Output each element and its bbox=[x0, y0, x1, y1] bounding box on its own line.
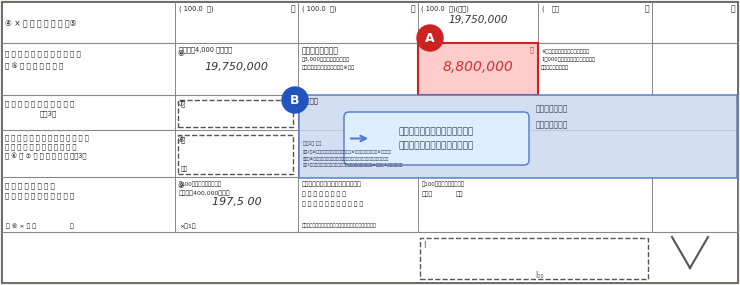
FancyBboxPatch shape bbox=[178, 100, 293, 127]
Text: A: A bbox=[425, 32, 435, 44]
Text: ④ × 「 居 住 用 割 合 」⑤: ④ × 「 居 住 用 割 合 」⑤ bbox=[5, 18, 76, 27]
Text: 控除を受ける方が記入します。: 控除を受ける方が記入します。 bbox=[399, 142, 474, 151]
Circle shape bbox=[282, 87, 308, 113]
Text: 円: 円 bbox=[181, 137, 185, 143]
Text: 年間所得の見積額: 年間所得の見積額 bbox=[302, 46, 339, 56]
Text: I₀₀: I₀₀ bbox=[535, 272, 543, 280]
Text: ⑦: ⑦ bbox=[177, 99, 184, 109]
Text: （記入に当たっては、別刷の説明書をお読みください。）: （記入に当たっては、別刷の説明書をお読みください。） bbox=[302, 223, 377, 227]
Text: ）: ） bbox=[70, 223, 74, 229]
FancyBboxPatch shape bbox=[299, 95, 737, 178]
Text: ニの説明を参考: ニの説明を参考 bbox=[536, 121, 568, 129]
Text: （最高　400,000　円）: （最高 400,000 円） bbox=[179, 190, 231, 196]
Text: （100円未満の端切捨て）: （100円未満の端切捨て） bbox=[179, 181, 222, 187]
Text: ( 100.0  ％): ( 100.0 ％) bbox=[179, 6, 214, 12]
Text: （ 特 定 増 改 築 等 ）: （ 特 定 増 改 築 等 ） bbox=[5, 183, 55, 189]
Text: 特定増改策等住宅借入金等特別: 特定増改策等住宅借入金等特別 bbox=[399, 128, 474, 137]
Text: 円: 円 bbox=[730, 5, 735, 13]
Text: 割合と⑥欄の％の適用割合が異なる場合は、別刷の説明書をお読みいただく: 割合と⑥欄の％の適用割合が異なる場合は、別刷の説明書をお読みいただく bbox=[303, 156, 389, 160]
Text: ⑨: ⑨ bbox=[177, 182, 184, 190]
Text: 重複適用（の特例）を受ける場合の: 重複適用（の特例）を受ける場合の bbox=[302, 181, 362, 187]
Text: 特 定 増 改 築 等 の 費 用 の 額: 特 定 増 改 築 等 の 費 用 の 額 bbox=[5, 101, 74, 107]
Text: 1，000万円を超える場合は控除の: 1，000万円を超える場合は控除の bbox=[541, 58, 595, 62]
Text: （注3）特定増改築等住宅借入金等特別控除を受けない方は、⑥欄及び⑦欄の記入が不: （注3）特定増改築等住宅借入金等特別控除を受けない方は、⑥欄及び⑦欄の記入が不 bbox=[303, 163, 403, 167]
Text: 円: 円 bbox=[290, 5, 295, 13]
Text: 19,750,000: 19,750,000 bbox=[448, 15, 508, 25]
FancyBboxPatch shape bbox=[344, 112, 529, 165]
Text: （最高　4,000 万円）円: （最高 4,000 万円）円 bbox=[179, 47, 232, 53]
Text: 控除の適用がありません。（※））: 控除の適用がありません。（※）） bbox=[302, 66, 355, 70]
Text: 円: 円 bbox=[411, 5, 415, 13]
Text: （ ⑥ と ⑦ の 少 な い 方 ） （注3）: （ ⑥ と ⑦ の 少 な い 方 ） （注3） bbox=[5, 152, 87, 160]
Text: （備考）: （備考） bbox=[302, 98, 319, 104]
Text: （ ⑤ の 欄 の 合 計 額 ）: （ ⑤ の 欄 の 合 計 額 ） bbox=[5, 62, 63, 70]
Text: (: ( bbox=[541, 6, 544, 12]
Text: （最高: （最高 bbox=[422, 191, 433, 197]
Text: 197,5 00: 197,5 00 bbox=[212, 196, 261, 207]
Text: B: B bbox=[290, 93, 300, 107]
Text: （注2）⑥欄の％の適用割合については、⑥欄の％の適用割合と⑥欄の適用: （注2）⑥欄の％の適用割合については、⑥欄の％の適用割合と⑥欄の適用 bbox=[303, 149, 392, 153]
Text: 住 宅 借 入 金 等 の 年 末 残 高 等: 住 宅 借 入 金 等 の 年 末 残 高 等 bbox=[5, 144, 76, 150]
Text: 円）: 円） bbox=[456, 191, 463, 197]
Text: ⑧: ⑧ bbox=[177, 135, 184, 144]
Text: 重複適用（の特: 重複適用（の特 bbox=[536, 105, 568, 113]
Text: （注3）: （注3） bbox=[40, 111, 57, 117]
Text: 適用がありません。: 適用がありません。 bbox=[541, 66, 569, 70]
FancyBboxPatch shape bbox=[420, 238, 648, 279]
Text: ( 100.0  ％)(注２): ( 100.0 ％)(注２) bbox=[421, 6, 469, 12]
Text: 円: 円 bbox=[530, 47, 534, 53]
Text: 最高: 最高 bbox=[181, 166, 188, 172]
Text: （ 特 定 増 改 築 等 ）: （ 特 定 増 改 築 等 ） bbox=[302, 191, 346, 197]
Text: 住 宅 借 入 金 等 特 別 控 除 額: 住 宅 借 入 金 等 特 別 控 除 額 bbox=[5, 193, 74, 199]
Text: ×　1％: × 1％ bbox=[179, 223, 195, 229]
Text: ( 100.0  ％): ( 100.0 ％) bbox=[302, 6, 337, 12]
Text: 円: 円 bbox=[181, 101, 185, 107]
Text: 円: 円 bbox=[645, 5, 649, 13]
Text: 8,800,000: 8,800,000 bbox=[443, 60, 514, 74]
Text: I: I bbox=[423, 241, 426, 250]
Circle shape bbox=[417, 25, 443, 51]
Text: 19,750,000: 19,750,000 bbox=[204, 62, 269, 72]
FancyBboxPatch shape bbox=[178, 135, 293, 174]
Text: 住 宅 借 入 金 等 特 別 控 除 額: 住 宅 借 入 金 等 特 別 控 除 額 bbox=[302, 201, 363, 207]
Text: ※特殊特別特例に該当する場合、: ※特殊特別特例に該当する場合、 bbox=[541, 50, 589, 54]
Text: （ ⑥ × １ ％: （ ⑥ × １ ％ bbox=[6, 223, 36, 229]
Text: 住 宅 借 入 金 等 の 年 末 残 高 等: 住 宅 借 入 金 等 の 年 末 残 高 等 bbox=[5, 51, 81, 57]
Text: （100円未満の端切捨て）: （100円未満の端切捨て） bbox=[422, 181, 465, 187]
Text: （注1） 概算: （注1） 概算 bbox=[303, 141, 321, 146]
Text: ⑥: ⑥ bbox=[177, 50, 184, 58]
Text: （3,000万円を超える場合は: （3,000万円を超える場合は bbox=[302, 58, 350, 62]
Text: ％）: ％） bbox=[552, 6, 560, 12]
FancyBboxPatch shape bbox=[418, 43, 538, 95]
Text: 特 定 増 改 築 等 の 費 用 の 額 に 係 る: 特 定 増 改 築 等 の 費 用 の 額 に 係 る bbox=[5, 135, 89, 141]
